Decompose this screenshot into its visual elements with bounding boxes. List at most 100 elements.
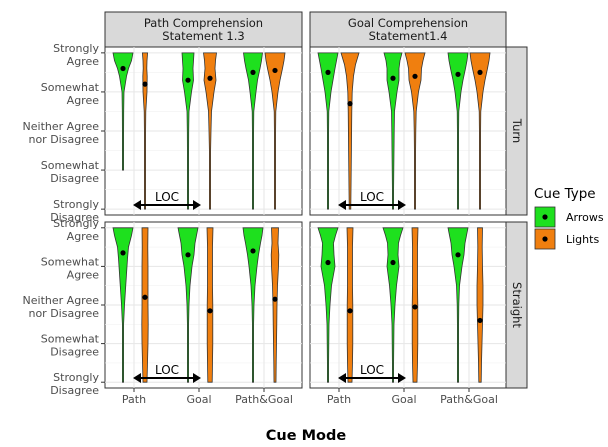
legend-label: Lights [566,233,599,246]
mean-point [250,69,256,75]
mean-point [455,252,461,258]
mean-point [477,69,483,75]
violin-lights [141,52,149,210]
y-tick-label-line: Neither Agree [23,120,100,133]
y-tick-label-line: Strongly [53,217,99,230]
y-tick-label: Strongly Disagree [50,198,99,224]
violin-arrows [112,52,134,171]
y-tick-label: Strongly Agree [53,217,99,243]
violin-lights [270,227,280,383]
y-tick-label: Somewhat Disagree [41,333,100,359]
mean-point [142,294,148,300]
mean-point [207,75,213,81]
violin-arrows [181,52,195,210]
mean-point [390,259,396,266]
y-tick-label-line: nor Disagree [28,307,99,320]
loc-label: LOC [155,363,179,377]
y-tick-label-line: Agree [67,268,100,281]
mean-point [185,252,191,258]
loc-arrow-head-right [398,200,406,210]
mean-point [120,250,126,256]
mean-point [347,101,353,107]
y-tick-label-line: nor Disagree [28,133,99,146]
facet-label-col-line: Goal Comprehension [348,16,468,30]
y-tick-label: Neither Agree nor Disagree [23,120,100,146]
loc-arrow-head-left [338,200,346,210]
mean-point [325,69,331,75]
loc-arrow-head-right [398,373,406,383]
facet-strip-col [309,11,507,48]
loc-arrow-head-left [133,200,141,210]
x-tick-label: Goal [391,393,416,406]
mean-point [272,296,278,302]
violin-arrows [243,52,263,210]
facet-label-row: Turn [510,118,524,143]
legend-key-point [542,214,548,220]
violin-arrows [177,227,199,383]
violin-lights [340,52,360,210]
mean-point [272,67,278,74]
x-tick-label: Path&Goal [440,393,498,406]
y-tick-label-line: Disagree [50,211,99,224]
violin-arrows [317,52,339,210]
violin-lights [346,227,354,383]
loc-arrow-head-right [193,373,201,383]
y-tick-label: Strongly Agree [53,42,99,68]
violin-arrows [382,227,404,383]
x-tick-label: Path [122,393,146,406]
mean-point [185,77,191,83]
mean-point [142,81,148,87]
y-tick-label-line: Agree [67,230,100,243]
mean-point [207,308,213,314]
mean-point [477,317,483,324]
violin-arrows [383,52,403,210]
y-tick-label: Neither Agree nor Disagree [23,294,100,320]
facet-label-col-line: Path Comprehension [144,16,263,30]
y-tick-label: Somewhat Agree [41,81,100,107]
y-tick-label-line: Somewhat [41,255,100,268]
violin-lights [469,52,491,210]
mean-point [390,75,396,81]
facet-strip-col [104,11,303,48]
x-tick-label: Path [327,393,351,406]
legend-key-point [542,236,548,242]
violin-arrows [112,227,134,383]
mean-point [412,304,418,310]
y-tick-label-line: Disagree [50,346,99,359]
y-tick-label-line: Disagree [50,384,99,397]
mean-point [325,259,331,266]
mean-point [455,71,461,77]
facet-label-row: Straight [510,282,524,328]
violin-arrows [447,227,469,383]
y-tick-label-line: Somewhat [41,159,100,172]
loc-label: LOC [360,190,384,204]
y-tick-label-line: Strongly [53,42,99,55]
mean-point [250,248,256,254]
x-tick-label: Goal [186,393,211,406]
violin-lights [141,227,149,383]
legend-title: Cue Type [534,186,596,202]
y-tick-label: Somewhat Disagree [41,159,100,185]
violin-lights [404,52,426,210]
facet-label-col-line: Statement1.4 [369,29,448,43]
mean-point [120,65,126,72]
y-tick-label-line: Somewhat [41,81,100,94]
violin-lights [203,52,217,210]
loc-label: LOC [155,190,179,204]
facet-label-col: Goal Comprehension Statement1.4 [348,16,468,43]
mean-point [412,73,418,79]
y-tick-label: Strongly Disagree [50,371,99,397]
legend-label: Arrows [566,211,604,224]
y-tick-label-line: Somewhat [41,333,100,346]
y-tick-label-line: Strongly [53,371,99,384]
y-tick-label-line: Neither Agree [23,294,100,307]
mean-point [347,308,353,314]
loc-arrow-head-left [338,373,346,383]
x-axis-title: Cue Mode [266,428,347,444]
violin-lights [206,227,214,383]
violin-arrows [317,227,339,383]
loc-arrow-head-left [133,373,141,383]
violin-lights [264,52,286,210]
y-tick-label: Somewhat Agree [41,255,100,281]
